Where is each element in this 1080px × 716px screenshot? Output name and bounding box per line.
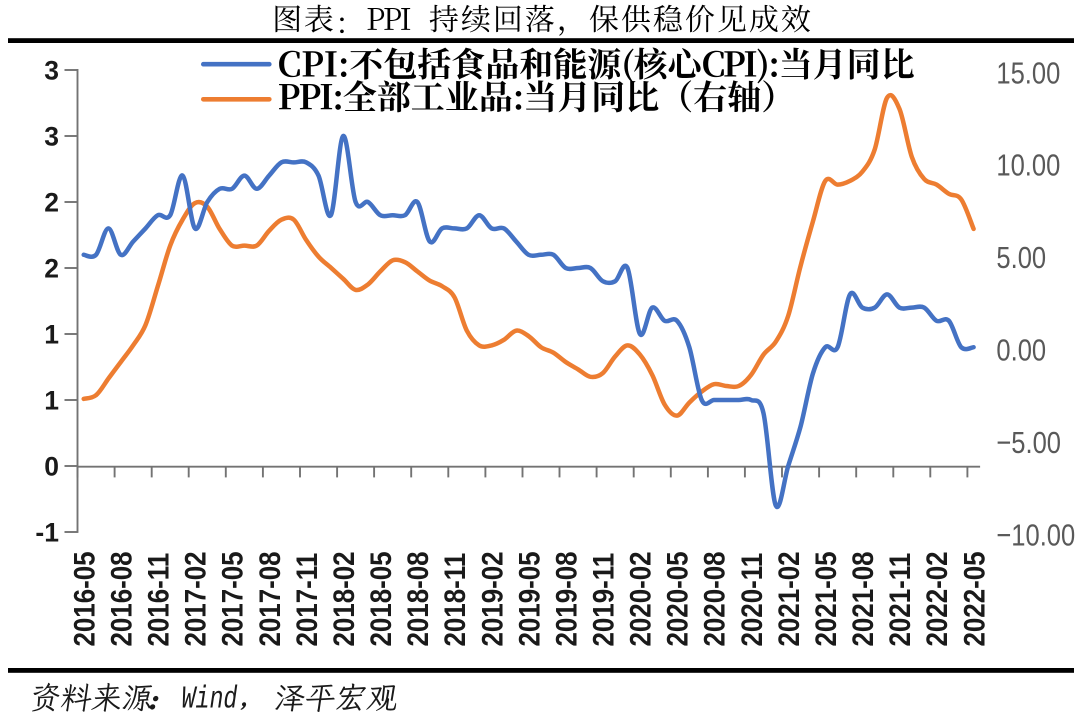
svg-text:2018-11: 2018-11 [438, 553, 471, 647]
svg-text:2017-02: 2017-02 [179, 551, 212, 646]
svg-text:3: 3 [44, 121, 59, 151]
svg-text:2017-11: 2017-11 [290, 553, 323, 647]
svg-text:2018-08: 2018-08 [401, 551, 434, 646]
svg-text:2016-05: 2016-05 [68, 551, 101, 646]
svg-text:2019-11: 2019-11 [587, 553, 620, 647]
svg-text:2016-08: 2016-08 [105, 551, 138, 646]
svg-text:2020-02: 2020-02 [624, 551, 657, 646]
svg-text:1: 1 [44, 385, 59, 415]
svg-text:1: 1 [44, 319, 59, 349]
svg-text:2020-05: 2020-05 [661, 551, 694, 646]
svg-text:2020-08: 2020-08 [698, 551, 731, 646]
svg-text:2019-05: 2019-05 [513, 551, 546, 646]
svg-text:2021-08: 2021-08 [846, 551, 879, 646]
svg-text:−10.00: −10.00 [996, 518, 1075, 553]
svg-text:2016-11: 2016-11 [142, 553, 175, 647]
svg-text:2: 2 [44, 187, 59, 217]
svg-text:2018-05: 2018-05 [364, 551, 397, 646]
svg-text:2017-08: 2017-08 [253, 551, 286, 646]
svg-text:0.00: 0.00 [996, 333, 1046, 368]
svg-text:2021-11: 2021-11 [883, 553, 916, 647]
svg-text:-1: -1 [35, 517, 59, 547]
svg-text:0: 0 [44, 451, 59, 481]
svg-text:2017-05: 2017-05 [216, 551, 249, 646]
svg-text:2018-02: 2018-02 [327, 551, 360, 646]
svg-text:−5.00: −5.00 [996, 426, 1061, 461]
svg-text:15.00: 15.00 [996, 56, 1060, 91]
svg-text:2019-02: 2019-02 [476, 551, 509, 646]
svg-text:5.00: 5.00 [996, 241, 1046, 276]
svg-text:2019-08: 2019-08 [550, 551, 583, 646]
svg-text:2020-11: 2020-11 [735, 553, 768, 647]
svg-text:10.00: 10.00 [996, 148, 1060, 183]
svg-text:3: 3 [44, 55, 59, 85]
svg-text:2: 2 [44, 253, 59, 283]
svg-text:2021-05: 2021-05 [809, 551, 842, 646]
svg-text:Wind: Wind [182, 683, 238, 716]
svg-text:2022-02: 2022-02 [920, 551, 953, 646]
svg-text:2021-02: 2021-02 [772, 551, 805, 646]
svg-text:2022-05: 2022-05 [958, 551, 991, 646]
